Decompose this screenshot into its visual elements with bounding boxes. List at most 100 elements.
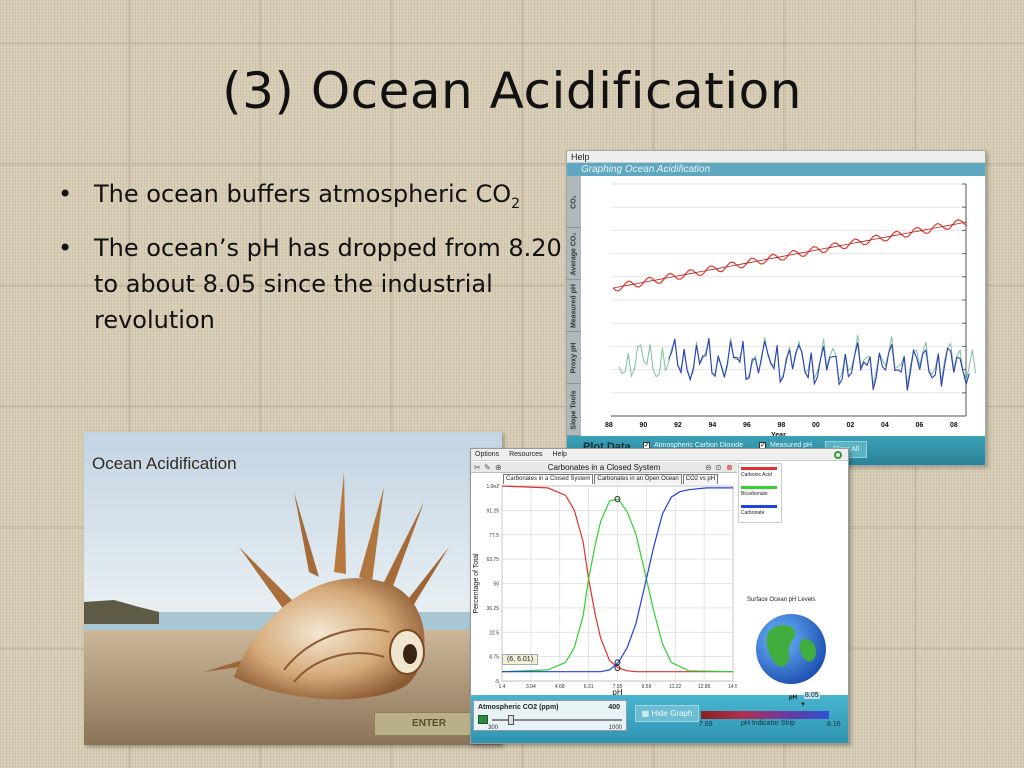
x-tick-label: 1.4 xyxy=(499,684,506,690)
x-tick-label: 3.04 xyxy=(526,684,536,690)
side-tab-slope-tools[interactable]: Slope Tools xyxy=(567,384,581,436)
co2-average-line xyxy=(612,221,968,289)
ph-label: pH xyxy=(789,695,797,701)
y-tick-label: 22.5 xyxy=(489,630,499,636)
y-tick-label: 77.5 xyxy=(489,533,499,539)
chart-toolbar xyxy=(471,462,737,473)
refresh-icon[interactable] xyxy=(834,451,842,459)
y-tick-label: -5 xyxy=(495,679,500,685)
ph-max-label: 8.16 xyxy=(827,721,841,728)
side-tab-label: CO₂ xyxy=(570,195,578,209)
x-tick-label: 6.31 xyxy=(584,684,594,690)
chart-title: Carbonates in a Closed System xyxy=(547,463,661,472)
menu-resources[interactable]: Resources xyxy=(509,451,543,458)
x-tick-label: 06 xyxy=(916,422,924,429)
reset-icon[interactable]: ⊙ xyxy=(715,463,722,472)
legend-item-bicarbonate: Bicarbonate xyxy=(741,486,781,497)
bullet-text: The ocean’s pH has dropped from 8.20 to … xyxy=(94,233,562,334)
menu-help[interactable]: Help xyxy=(571,152,590,162)
menu-bar: Help xyxy=(567,151,985,163)
series-line-carbonate xyxy=(502,487,733,673)
co2-label: Atmospheric CO2 (ppm) xyxy=(478,704,559,711)
zoom-in-icon[interactable]: ⊕ xyxy=(495,463,502,472)
co2-max-label: 1000 xyxy=(608,725,622,731)
bullet-subscript: 2 xyxy=(511,195,521,212)
legend-swatch xyxy=(741,505,777,508)
tab-closed-system[interactable]: Carbonates in a Closed System xyxy=(503,474,594,484)
x-tick-label: 00 xyxy=(812,422,820,429)
bullet-list: The ocean buffers atmospheric CO2 The oc… xyxy=(58,176,563,346)
x-tick-labels: 1.4 3.04 4.68 6.31 7.95 9.59 11.22 12.86 14.5 xyxy=(499,684,737,690)
x-tick-label: 98 xyxy=(778,422,786,429)
scissors-icon[interactable]: ✂ xyxy=(474,463,481,472)
legend-swatch xyxy=(741,486,777,489)
co2-slider-thumb[interactable] xyxy=(507,715,514,725)
carbonates-chart: -5 8.75 22.5 36.25 50 63.75 77.5 91.25 1.0e2 1.4… xyxy=(473,484,737,695)
marker-point xyxy=(614,659,621,666)
y-tick-label: 91.25 xyxy=(486,508,499,514)
window-title: Graphing Ocean Acidification xyxy=(567,163,985,176)
legend-label: Carbonate xyxy=(741,510,765,516)
ocean-acidification-photo: Ocean Acidification ENTER xyxy=(84,432,502,745)
series-line-carbonic-acid xyxy=(501,485,733,673)
plot-grid xyxy=(611,183,967,417)
menu-help[interactable]: Help xyxy=(552,451,567,458)
x-tick-label: 88 xyxy=(605,422,613,429)
graph-icon: ▦ xyxy=(641,709,652,718)
hide-graph-button[interactable]: ▦ Hide Graph xyxy=(635,705,699,722)
side-tab-label: Average CO₂ xyxy=(570,232,578,276)
y-tick-label: 8.75 xyxy=(489,655,499,661)
y-tick-label: 63.75 xyxy=(486,557,499,563)
y-tick-label: 36.25 xyxy=(486,606,499,612)
ph-strip-label: pH Indicator Strip xyxy=(741,720,796,727)
graphing-ocean-acidification-window: Help Graphing Ocean Acidification CO₂ Av… xyxy=(566,150,986,466)
ocean-graph-plot: 88 90 92 94 96 98 00 02 04 06 08 Year xyxy=(581,176,985,441)
legend-label: Bicarbonate xyxy=(741,491,768,497)
pencil-icon[interactable]: ✎ xyxy=(484,463,491,472)
x-tick-label: 08 xyxy=(950,422,958,429)
tab-co2-vs-ph[interactable]: CO2 vs pH xyxy=(682,474,719,484)
tab-open-ocean[interactable]: Carbonates in an Open Ocean xyxy=(594,474,682,484)
x-tick-label: 94 xyxy=(709,422,717,429)
bullet-item: The ocean buffers atmospheric CO2 xyxy=(58,176,563,222)
co2-slider-track[interactable] xyxy=(492,719,622,721)
checkbox-co2-label: Atmospheric Carbon Dioxide xyxy=(654,442,744,449)
checkbox-ph-label: Measured pH xyxy=(770,442,813,449)
plot-background xyxy=(581,176,985,441)
chart-grid xyxy=(501,485,734,682)
x-tick-label: 12.86 xyxy=(698,684,711,690)
ph-pointer-icon: ▼ xyxy=(800,702,806,708)
x-tick-label: 9.59 xyxy=(642,684,652,690)
globe-icon xyxy=(756,614,826,684)
side-tab-average-co2[interactable]: Average CO₂ xyxy=(567,228,581,280)
surface-ph-label: Surface Ocean pH Levels xyxy=(747,597,816,603)
side-tab-proxy-ph[interactable]: Proxy pH xyxy=(567,332,581,384)
y-tick-label: 50 xyxy=(493,582,499,588)
enter-button[interactable]: ENTER xyxy=(374,712,484,736)
co2-toggle-icon[interactable] xyxy=(478,715,488,724)
ph-indicator-strip xyxy=(701,711,829,719)
side-tab-bar: CO₂ Average CO₂ Measured pH Proxy pH Slo… xyxy=(567,176,581,436)
side-tab-measured-ph[interactable]: Measured pH xyxy=(567,280,581,332)
chart-tabs: Carbonates in a Closed System Carbonates… xyxy=(503,474,719,484)
x-tick-label: 14.5 xyxy=(728,684,737,690)
side-tab-co2[interactable]: CO₂ xyxy=(567,176,581,228)
legend-label: Carbonic Acid xyxy=(741,472,772,478)
side-tab-label: Measured pH xyxy=(570,284,578,328)
zoom-out-icon[interactable]: ⊖ xyxy=(705,463,712,472)
series-line-bicarbonate xyxy=(501,498,734,673)
menu-options[interactable]: Options xyxy=(475,451,500,458)
measured-ph-line xyxy=(668,338,970,391)
marker-point xyxy=(614,496,621,502)
side-tab-label: Proxy pH xyxy=(570,342,578,374)
photo-title: Ocean Acidification xyxy=(92,454,237,473)
ph-value: 8.05 xyxy=(804,692,820,699)
carbonates-simulation-window: Options Resources Help Carbonates in a C… xyxy=(470,448,849,744)
chart-legend: Carbonic Acid Bicarbonate Carbonate xyxy=(738,463,782,523)
x-axis-label: Year xyxy=(771,432,786,439)
close-icon[interactable]: ⊗ xyxy=(726,463,733,472)
bullet-item: The ocean’s pH has dropped from 8.20 to … xyxy=(58,230,563,338)
legend-item-carbonic-acid: Carbonic Acid xyxy=(741,467,781,478)
photo-scene xyxy=(84,432,502,745)
co2-value: 400 xyxy=(608,704,620,711)
